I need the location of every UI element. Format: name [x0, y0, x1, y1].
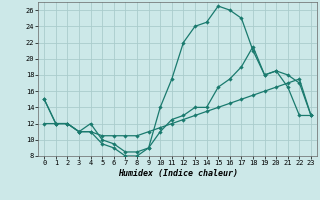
- X-axis label: Humidex (Indice chaleur): Humidex (Indice chaleur): [118, 169, 238, 178]
